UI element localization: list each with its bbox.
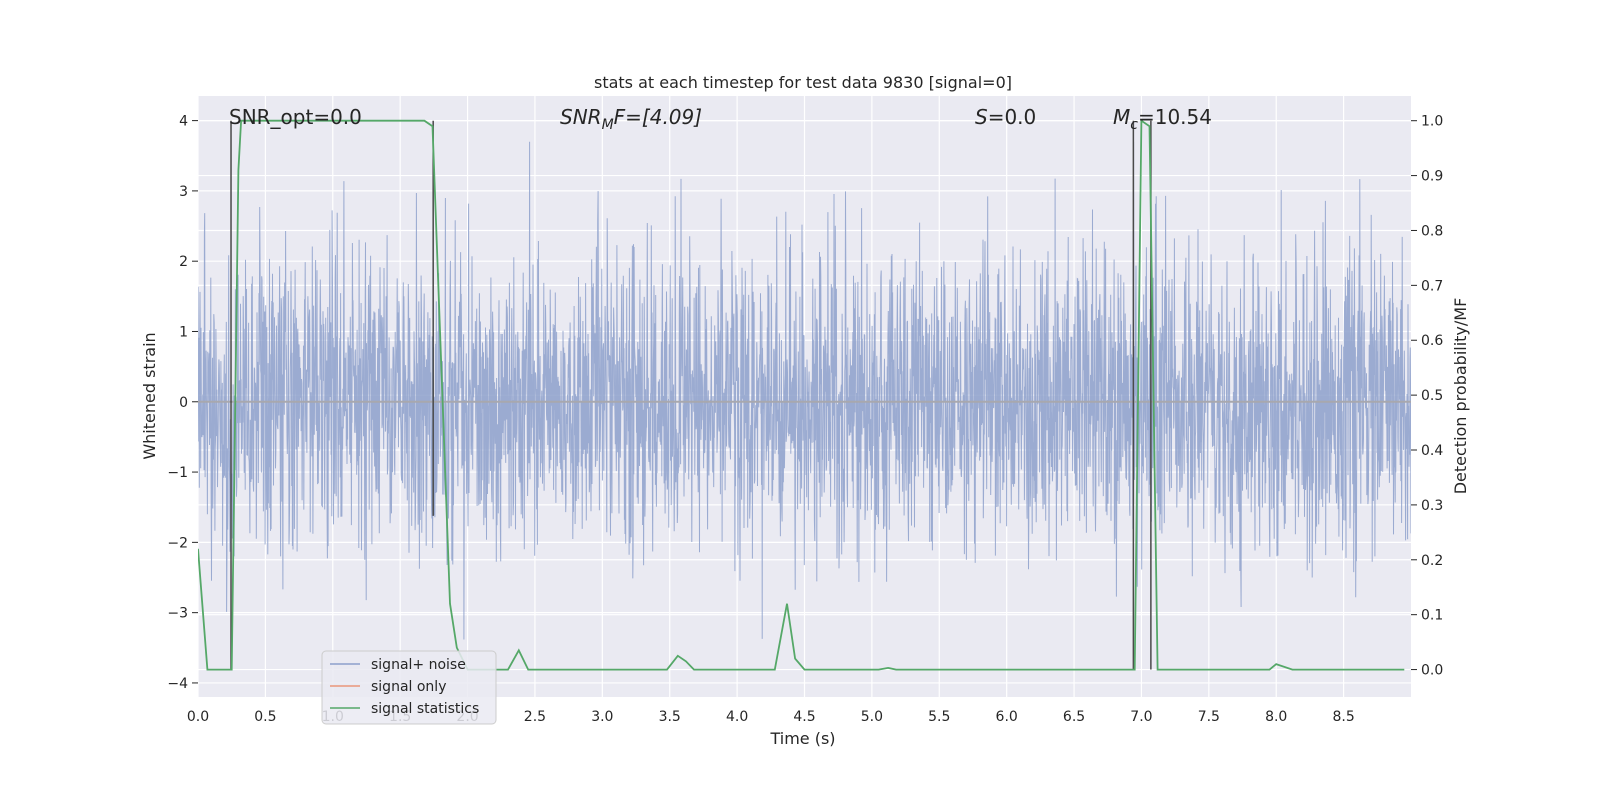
right-y-tick-label: 0.9 [1421, 169, 1443, 185]
right-y-axis-label: Detection probability/MF [1451, 298, 1470, 495]
s-main: S [975, 105, 988, 129]
x-axis-label: Time (s) [769, 729, 835, 748]
x-tick-label: 3.5 [659, 709, 681, 725]
snr-mf-sub: M [602, 117, 614, 133]
snr-mf-rest: F=[4.09] [614, 105, 702, 129]
right-y-tick-label: 0.6 [1421, 333, 1443, 349]
mc-sub: c [1130, 117, 1138, 133]
x-tick-label: 6.5 [1063, 709, 1085, 725]
right-y-tick-label: 0.2 [1421, 553, 1443, 569]
s-rest: =0.0 [988, 105, 1037, 129]
y-tick-label: −2 [167, 535, 188, 551]
x-tick-label: 4.5 [793, 709, 815, 725]
right-y-tick-label: 1.0 [1421, 114, 1443, 130]
y-tick-label: −1 [167, 465, 188, 481]
mc-rest: =10.54 [1138, 105, 1212, 129]
snr-mf-main: SNR [560, 105, 602, 129]
right-y-axis-ticks: 0.0 0.1 0.2 0.3 0.4 0.5 0.6 0.7 0.8 0.9 1.0 [1411, 114, 1443, 679]
y-tick-label: 0 [179, 395, 188, 411]
x-tick-label: 5.5 [928, 709, 950, 725]
s-annotation: S=0.0 [975, 105, 1036, 129]
mc-annotation: Mc=10.54 [1113, 105, 1212, 133]
y-axis-label: Whitened strain [140, 332, 159, 459]
x-tick-label: 7.0 [1130, 709, 1152, 725]
x-tick-label: 2.5 [524, 709, 546, 725]
right-y-tick-label: 0.1 [1421, 608, 1443, 624]
series-signal-statistics-line [198, 119, 1405, 671]
chart-title: stats at each timestep for test data 983… [594, 73, 1012, 92]
right-y-tick-label: 0.0 [1421, 663, 1443, 679]
y-tick-label: 3 [179, 184, 188, 200]
right-y-tick-label: 0.5 [1421, 388, 1443, 404]
y-tick-label: −3 [167, 606, 188, 622]
x-tick-label: 6.0 [996, 709, 1018, 725]
right-y-tick-label: 0.4 [1421, 443, 1443, 459]
y-axis-ticks: −4 −3 −2 −1 0 1 2 3 4 [167, 114, 198, 692]
x-tick-label: 7.5 [1198, 709, 1220, 725]
y-tick-label: 4 [179, 114, 188, 130]
x-tick-label: 0.5 [254, 709, 276, 725]
right-y-tick-label: 0.8 [1421, 223, 1443, 239]
y-tick-label: −4 [167, 676, 188, 692]
mc-main: M [1113, 105, 1130, 129]
x-tick-label: 4.0 [726, 709, 748, 725]
detection-markers [230, 120, 1152, 670]
legend: signal+ noise signal only signal statist… [321, 650, 497, 725]
x-tick-label: 5.0 [861, 709, 883, 725]
y-tick-label: 2 [179, 254, 188, 270]
right-y-tick-label: 0.3 [1421, 498, 1443, 514]
x-tick-label: 8.5 [1332, 709, 1354, 725]
x-tick-label: 8.0 [1265, 709, 1287, 725]
series-signal-noise-line [198, 141, 1411, 640]
x-tick-label: 3.0 [591, 709, 613, 725]
legend-label-signal-statistics: signal statistics [371, 701, 479, 717]
right-y-tick-label: 0.7 [1421, 278, 1443, 294]
legend-label-signal-only: signal only [371, 679, 446, 695]
legend-label-signal-noise: signal+ noise [371, 657, 466, 673]
snr-opt-annotation: SNR_opt=0.0 [229, 105, 362, 129]
legend-box [321, 650, 497, 725]
y-tick-label: 1 [179, 324, 188, 340]
snr-mf-annotation: SNRMF=[4.09] [560, 105, 702, 133]
x-tick-label: 0.0 [187, 709, 209, 725]
